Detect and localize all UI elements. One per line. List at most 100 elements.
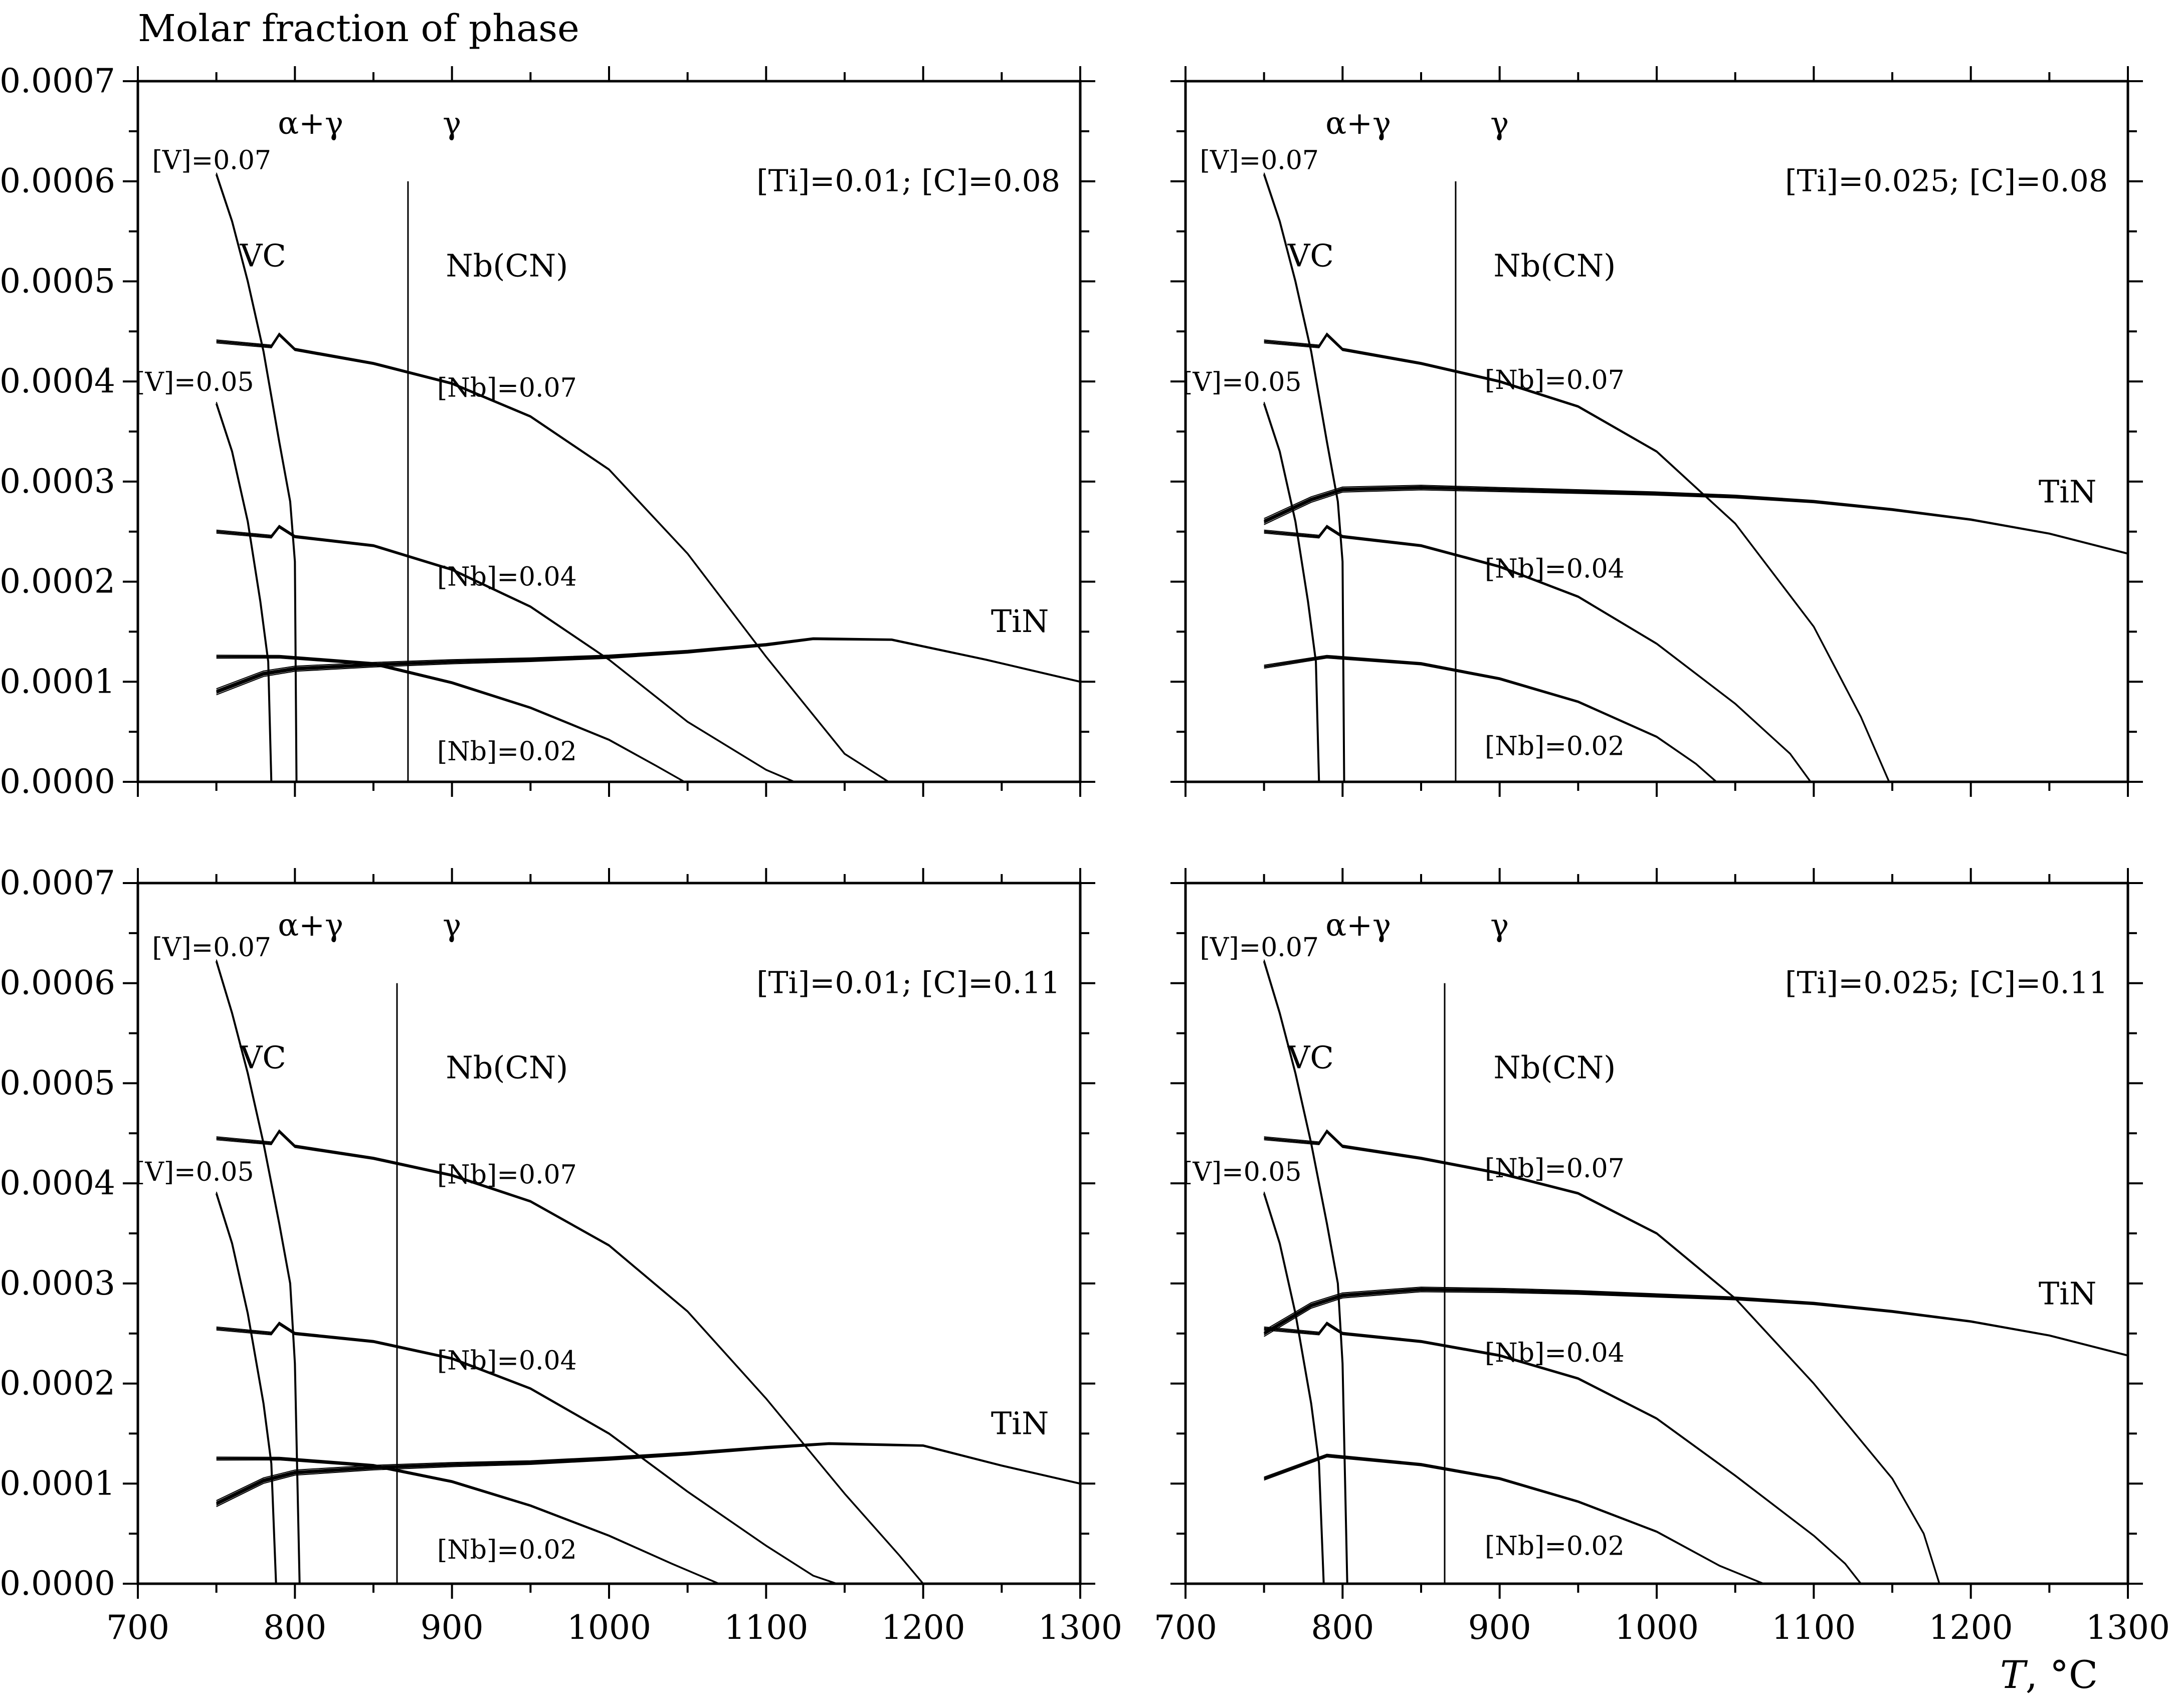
series-line-bundle-vc-v-0-05	[216, 404, 272, 782]
series-line-bundle-nb-cn-nb-0-04	[216, 527, 795, 783]
x-tick-label: 1000	[1615, 1608, 1699, 1647]
series-label-nb-nb-0-07: [Nb]=0.07	[437, 373, 577, 403]
series-line-bundle-nb-cn-nb-0-07	[1264, 335, 1890, 782]
series-label-nb-nb-0-02: [Nb]=0.02	[437, 1535, 577, 1565]
series-line-bundle-nb-cn-nb-0-07	[1264, 1132, 1940, 1584]
x-tick-label: 1100	[1771, 1608, 1856, 1647]
series-label-nb-nb-0-02: [Nb]=0.02	[1485, 1531, 1625, 1561]
series-line-bundle-tin	[1264, 489, 2128, 555]
series-line-bundle-tin	[216, 1444, 1081, 1508]
region-label-gamma: γ	[443, 105, 461, 141]
series-label-v-0-05: [V]=0.05	[135, 367, 254, 397]
series-line-bundle-vc-v-0-05	[1263, 1194, 1324, 1584]
series-line-bundle-nb-cn-nb-0-04	[1264, 1324, 1862, 1584]
series-line-bundle-nb-cn-nb-0-02	[216, 657, 685, 783]
panel-composition-label: [Ti]=0.01; [C]=0.08	[756, 164, 1060, 199]
y-tick-label: 0.0001	[0, 662, 115, 701]
x-axis-title-variable: T	[2000, 1652, 2028, 1697]
x-axis-title: T, °C	[2000, 1652, 2098, 1697]
panel-composition-label: [Ti]=0.025; [C]=0.08	[1785, 164, 2108, 199]
y-tick-label: 0.0007	[0, 864, 115, 902]
series-line-vc-v-0-05	[215, 403, 273, 782]
x-tick-label: 1200	[881, 1608, 965, 1647]
panel-composition-label: [Ti]=0.01; [C]=0.11	[756, 966, 1060, 1001]
y-tick-label: 0.0003	[0, 1264, 115, 1303]
x-tick-label: 1300	[1038, 1608, 1122, 1647]
series-line-bundle-tin	[216, 637, 1081, 690]
region-label-gamma: γ	[443, 907, 461, 943]
series-label-nb-nb-0-07: [Nb]=0.07	[437, 1160, 577, 1190]
series-line-bundle-nb-cn-nb-0-02	[1264, 655, 1717, 782]
y-tick-label: 0.0006	[0, 162, 115, 200]
series-line-vc-v-0-05	[1263, 403, 1320, 782]
series-line-bundle-nb-cn-nb-0-04	[1264, 527, 1811, 782]
series-line-bundle-vc-v-0-05	[216, 401, 272, 782]
x-tick-label: 700	[106, 1608, 169, 1647]
y-axis-title: Molar fraction of phase	[138, 7, 579, 50]
series-line-bundle-tin	[216, 639, 1081, 696]
series-line-bundle-nb-cn-nb-0-02	[1264, 657, 1717, 783]
series-label-tin: TiN	[991, 1405, 1049, 1442]
series-line-bundle-vc-v-0-05	[216, 1191, 277, 1584]
series-label-v-0-07: [V]=0.07	[1200, 146, 1319, 176]
series-line-bundle-nb-cn-nb-0-02	[216, 655, 685, 782]
series-label-nb-nb-0-04: [Nb]=0.04	[1485, 1338, 1625, 1368]
x-tick-label: 1100	[724, 1608, 808, 1647]
region-label-alpha-gamma: α+γ	[278, 907, 343, 943]
y-tick-label: 0.0000	[0, 1564, 115, 1603]
x-tick-label: 900	[421, 1608, 484, 1647]
series-label-v-0-05: [V]=0.05	[1182, 1157, 1301, 1187]
series-line-bundle-tin	[1264, 1288, 2128, 1356]
y-tick-label: 0.0000	[0, 762, 115, 801]
y-tick-label: 0.0005	[0, 262, 115, 300]
y-tick-label: 0.0002	[0, 1364, 115, 1403]
panel-bottom-right: 700 800 900 1000 1100 1200 1300 α+γ γ [Ti]=0.025;…	[1154, 868, 2170, 1647]
y-tick-label: 0.0004	[0, 1164, 115, 1202]
series-label-nb-nb-0-07: [Nb]=0.07	[1485, 365, 1625, 395]
series-label-nb-nb-0-02: [Nb]=0.02	[437, 737, 577, 767]
x-tick-label: 900	[1468, 1608, 1531, 1647]
x-axis-title-unit: , °C	[2026, 1652, 2098, 1697]
series-label-tin: TiN	[2039, 1275, 2096, 1312]
series-line-vc-v-0-05	[215, 1193, 277, 1584]
phase-label-nbcn: Nb(CN)	[446, 247, 568, 284]
series-line-bundle-tin	[1264, 486, 2128, 554]
region-label-alpha-gamma: α+γ	[1325, 907, 1391, 943]
series-line-bundle-vc-v-0-05	[1263, 1191, 1324, 1584]
series-line-bundle-vc-v-0-07	[1263, 175, 1345, 782]
series-label-v-0-07: [V]=0.07	[1200, 933, 1319, 963]
series-line-bundle-nb-cn-nb-0-02	[216, 1459, 719, 1585]
series-line-bundle-vc-v-0-05	[216, 1194, 277, 1584]
panel-top-left: 0.0000 0.0001 0.0002 0.0003 0.0004 0.0005 0.00…	[0, 62, 1095, 801]
series-line-bundle-vc-v-0-07	[216, 175, 297, 782]
series-label-nb-nb-0-04: [Nb]=0.04	[437, 562, 577, 592]
series-line-bundle-tin	[216, 637, 1081, 691]
series-line-bundle-vc-v-0-07	[216, 962, 300, 1584]
y-tick-label: 0.0007	[0, 62, 115, 100]
y-tick-label: 0.0003	[0, 462, 115, 501]
series-line-nb-cn-nb-0-02	[1264, 1454, 1764, 1585]
x-tick-label: 800	[1311, 1608, 1374, 1647]
panel-top-right: α+γ γ [Ti]=0.025; [C]=0.08 VC Nb(CN) [V]=0.07…	[1170, 66, 2143, 797]
series-line-bundle-nb-cn-nb-0-04	[216, 1321, 837, 1584]
series-label-nb-nb-0-04: [Nb]=0.04	[1485, 554, 1625, 584]
series-label-nb-nb-0-07: [Nb]=0.07	[1485, 1154, 1625, 1184]
series-line-bundle-tin	[1264, 1290, 2128, 1356]
x-tick-label: 700	[1154, 1608, 1217, 1647]
series-label-v-0-05: [V]=0.05	[1182, 367, 1301, 397]
series-line-bundle-tin	[1264, 488, 2128, 554]
series-label-v-0-07: [V]=0.07	[152, 933, 271, 963]
y-tick-label: 0.0006	[0, 964, 115, 1002]
x-tick-label: 800	[263, 1608, 326, 1647]
series-line-bundle-nb-cn-nb-0-04	[1264, 524, 1811, 782]
series-line-bundle-nb-cn-nb-0-04	[216, 524, 795, 782]
series-label-tin: TiN	[2039, 474, 2096, 510]
series-line-bundle-tin	[1264, 1291, 2128, 1357]
x-tick-label: 1000	[567, 1608, 651, 1647]
series-line-bundle-nb-cn-nb-0-07	[216, 1132, 924, 1584]
region-label-gamma: γ	[1490, 105, 1509, 141]
region-label-alpha-gamma: α+γ	[278, 105, 343, 141]
series-line-bundle-vc-v-0-05	[1263, 404, 1320, 782]
phase-label-vc: VC	[240, 237, 286, 274]
